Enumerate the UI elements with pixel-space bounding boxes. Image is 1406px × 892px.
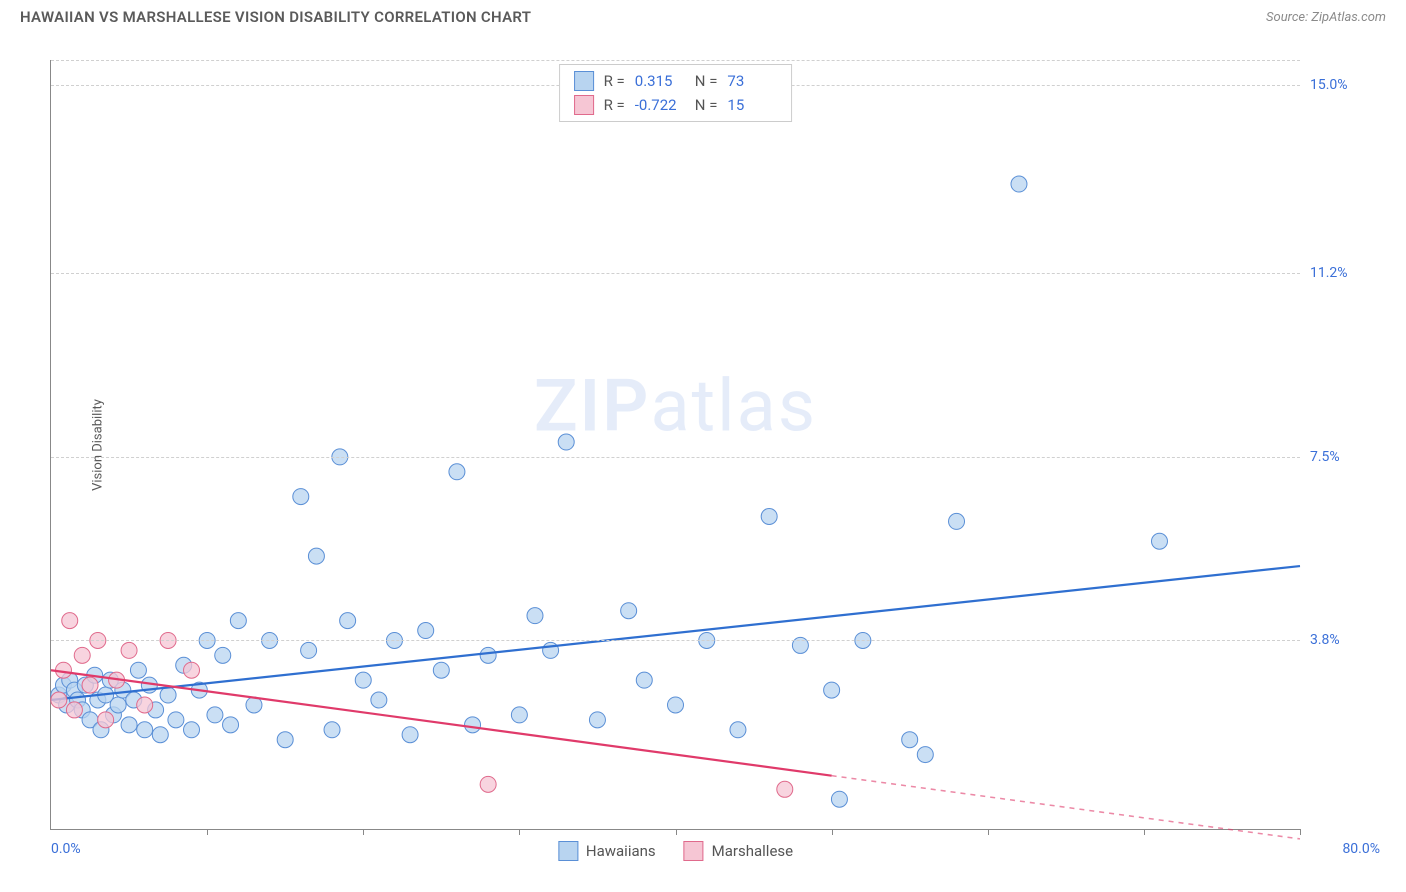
swatch-hawaiians [574,71,594,91]
data-point [777,781,793,797]
r-value-marshallese: -0.722 [635,96,685,114]
data-point [730,722,746,738]
r-label: R = [604,96,625,114]
data-point [160,687,176,703]
legend-item-hawaiians: Hawaiians [558,841,656,861]
grid-line [51,457,1300,458]
data-point [215,647,231,663]
chart-container: Vision Disability ZIPatlas R = 0.315 N =… [50,40,1390,850]
data-point [223,717,239,733]
data-point [527,608,543,624]
n-value-marshallese: 15 [727,96,777,114]
data-point [589,712,605,728]
legend-label-marshallese: Marshallese [712,842,793,860]
data-point [207,707,223,723]
data-point [66,702,82,718]
data-point [668,697,684,713]
data-point [82,677,98,693]
data-point [371,692,387,708]
data-point [824,682,840,698]
data-point [137,722,153,738]
swatch-hawaiians-bottom [558,841,578,861]
x-tick [519,829,520,835]
x-tick [1144,829,1145,835]
data-point [121,717,137,733]
r-label: R = [604,72,625,90]
source-attribution: Source: ZipAtlas.com [1266,10,1386,25]
n-value-hawaiians: 73 [727,72,777,90]
data-point [480,776,496,792]
data-point [558,434,574,450]
swatch-marshallese-bottom [684,841,704,861]
y-tick-label: 7.5% [1310,449,1380,465]
data-point [917,747,933,763]
data-point [121,642,137,658]
n-label: N = [695,96,718,114]
data-point [324,722,340,738]
data-point [761,508,777,524]
data-point [277,732,293,748]
data-point [480,647,496,663]
data-point [433,662,449,678]
x-tick [988,829,989,835]
data-point [402,727,418,743]
chart-title: HAWAIIAN VS MARSHALLESE VISION DISABILIT… [20,8,531,26]
correlation-legend: R = 0.315 N = 73 R = -0.722 N = 15 [559,64,793,122]
legend-row-hawaiians: R = 0.315 N = 73 [574,71,778,91]
grid-line [51,640,1300,641]
series-legend: Hawaiians Marshallese [558,841,793,861]
grid-line [51,60,1300,61]
x-tick [832,829,833,835]
x-axis-min-label: 0.0% [51,841,81,857]
trend-line-extrapolated [832,776,1300,839]
data-point [465,717,481,733]
grid-line [51,273,1300,274]
data-point [152,727,168,743]
data-point [449,464,465,480]
x-tick [363,829,364,835]
data-point [511,707,527,723]
data-point [293,489,309,505]
data-point [230,613,246,629]
n-label: N = [695,72,718,90]
data-point [62,613,78,629]
data-point [418,623,434,639]
data-point [621,603,637,619]
y-tick-label: 11.2% [1310,265,1380,281]
x-tick [676,829,677,835]
x-tick [207,829,208,835]
data-point [902,732,918,748]
data-point [636,672,652,688]
data-point [340,613,356,629]
data-point [355,672,371,688]
plot-area: ZIPatlas R = 0.315 N = 73 R = -0.722 N =… [50,60,1300,830]
data-point [308,548,324,564]
scatter-svg [51,60,1300,829]
data-point [1011,176,1027,192]
data-point [184,662,200,678]
x-axis-max-label: 80.0% [1342,841,1380,857]
legend-item-marshallese: Marshallese [684,841,793,861]
data-point [1151,533,1167,549]
swatch-marshallese [574,95,594,115]
data-point [110,697,126,713]
x-tick [1300,829,1301,835]
legend-row-marshallese: R = -0.722 N = 15 [574,95,778,115]
y-tick-label: 15.0% [1310,77,1380,93]
data-point [949,513,965,529]
data-point [98,712,114,728]
data-point [168,712,184,728]
data-point [130,662,146,678]
legend-label-hawaiians: Hawaiians [586,842,656,860]
trend-line [51,566,1300,700]
data-point [301,642,317,658]
data-point [831,791,847,807]
r-value-hawaiians: 0.315 [635,72,685,90]
data-point [74,647,90,663]
data-point [137,697,153,713]
data-point [51,692,67,708]
data-point [184,722,200,738]
y-tick-label: 3.8% [1310,632,1380,648]
